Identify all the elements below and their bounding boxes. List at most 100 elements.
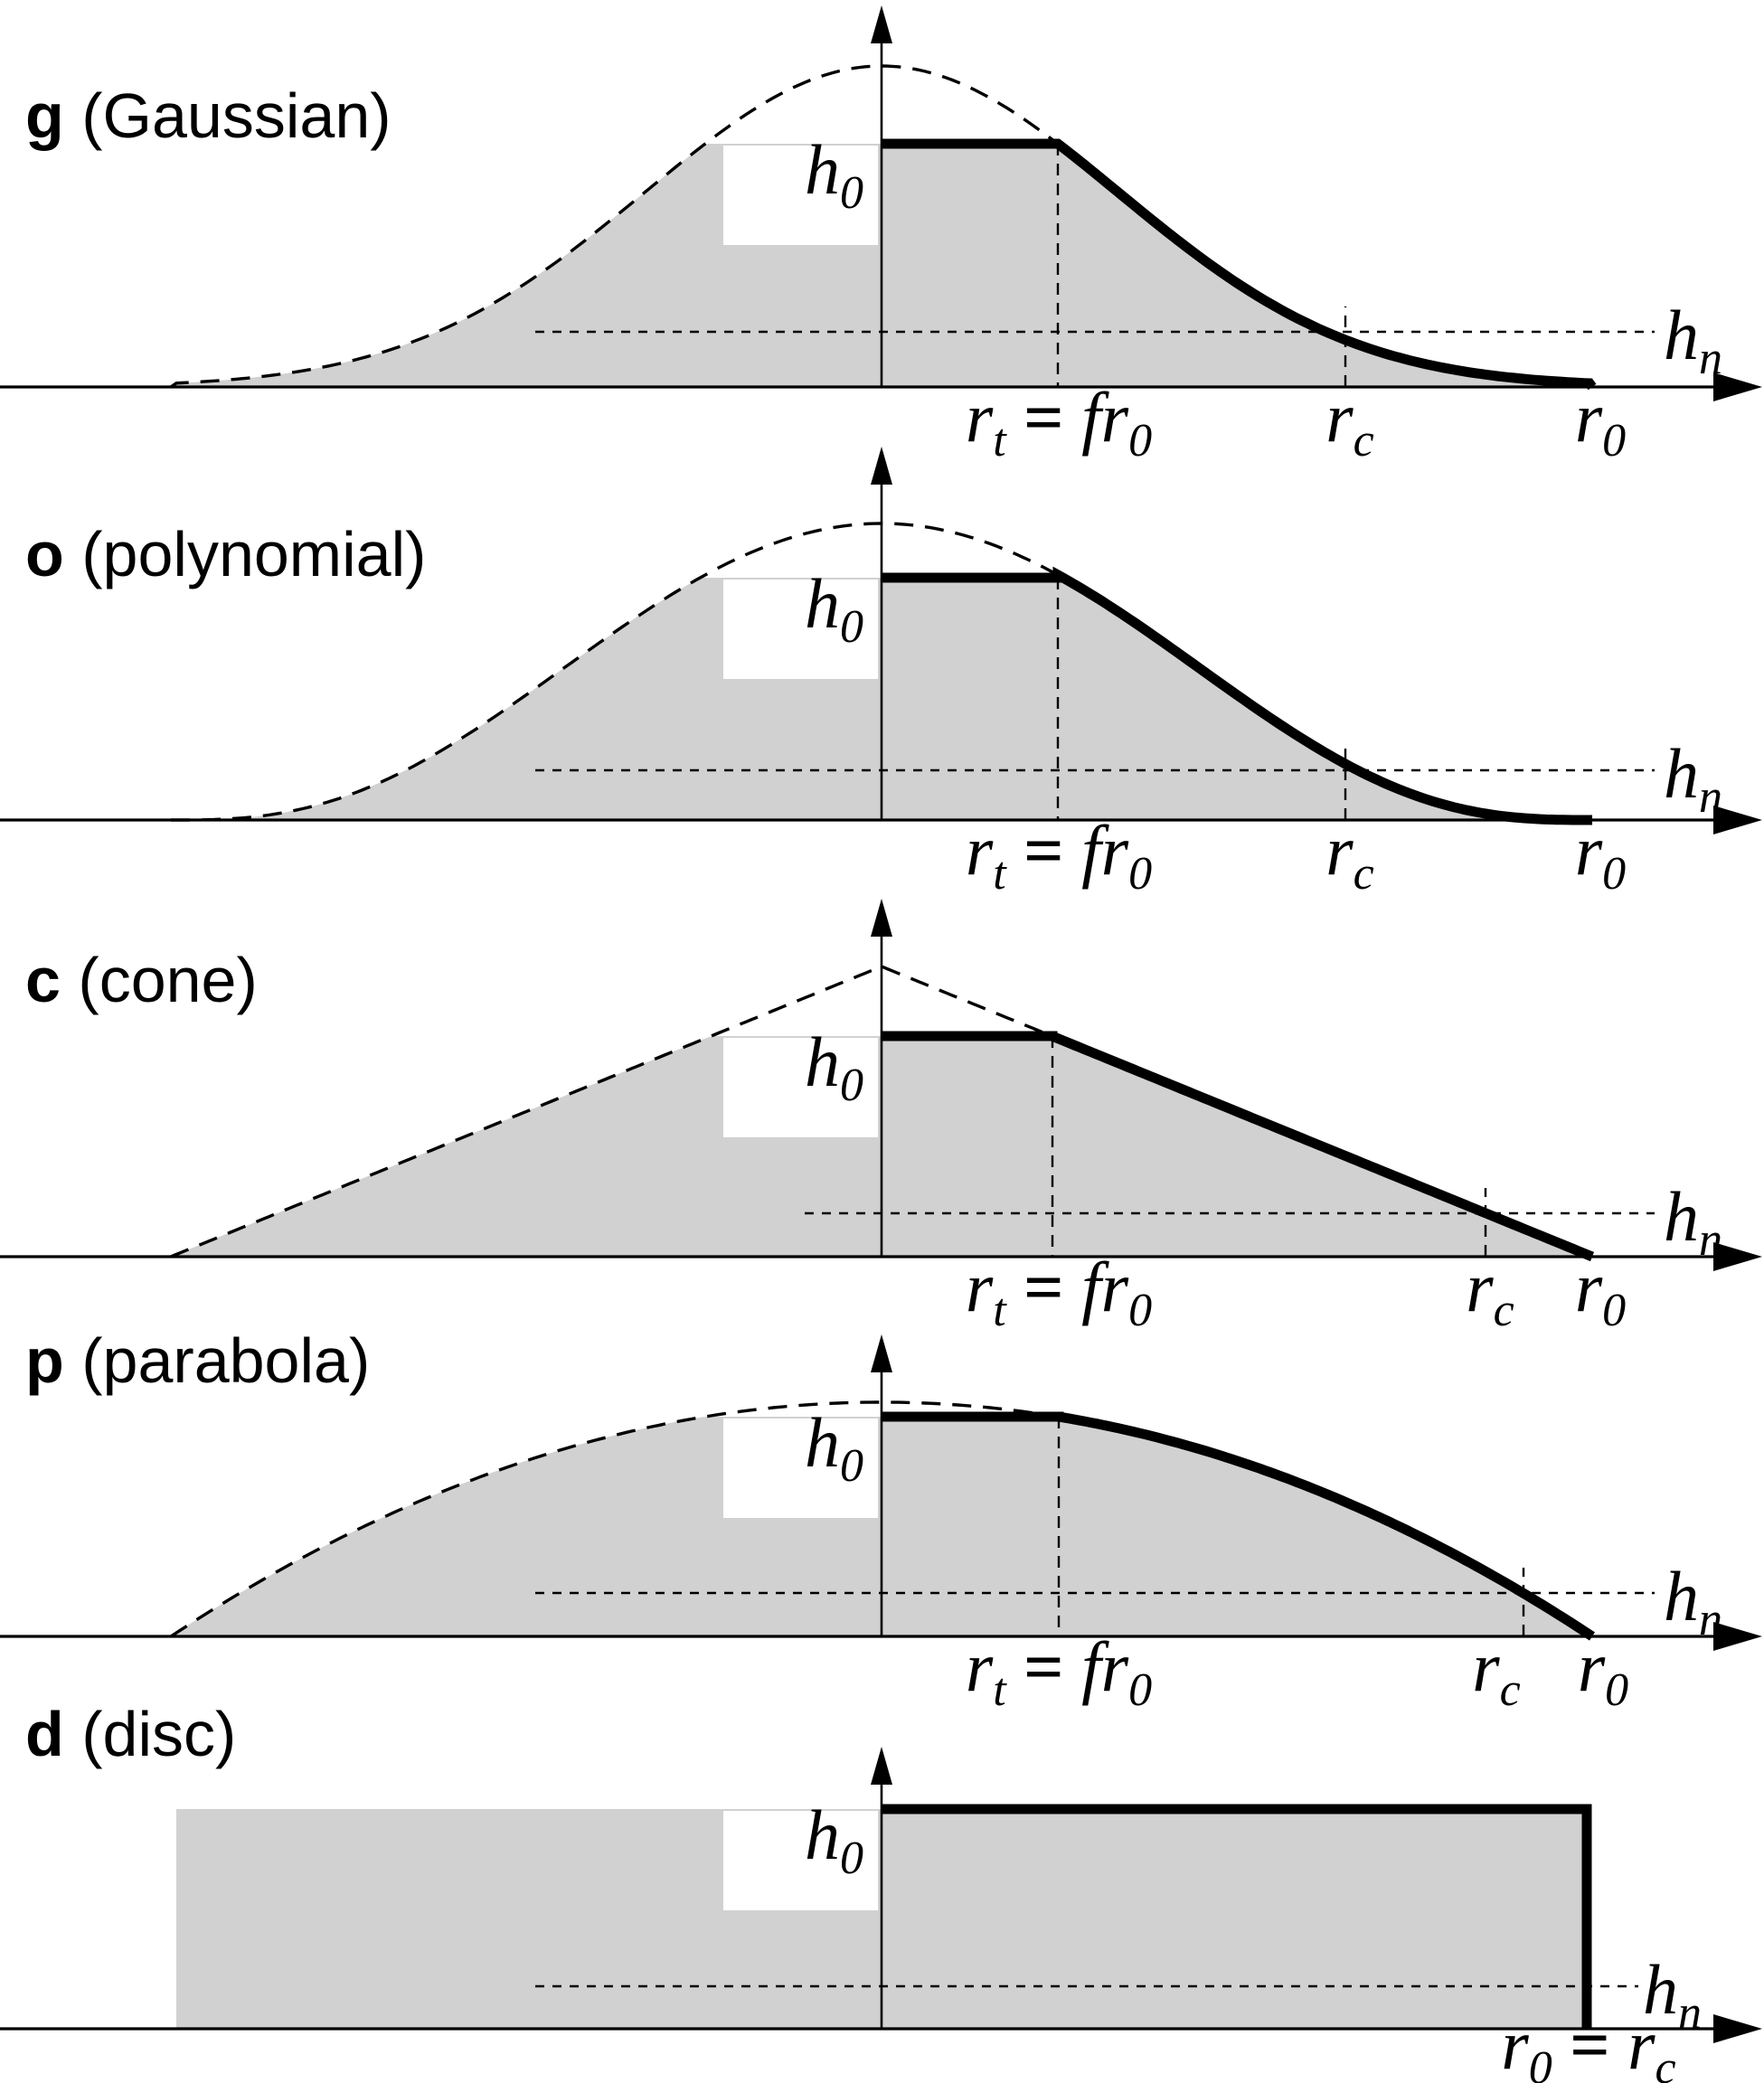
- hn-label-part: h: [1643, 1950, 1678, 2029]
- h0-label-backdrop: [723, 1038, 878, 1137]
- rt-label-part: =: [1006, 1627, 1081, 1706]
- rt-label-part: t: [993, 848, 1007, 900]
- hn-label-part: n: [1699, 1594, 1722, 1645]
- h0-label-part: h: [805, 1403, 840, 1482]
- panel-title: d (disc): [25, 1699, 236, 1769]
- rt-label-part: r: [966, 1627, 994, 1706]
- rc-label-part: c: [1354, 848, 1374, 900]
- h0-label: h0: [805, 564, 863, 653]
- panel-title-part: (cone): [61, 945, 258, 1015]
- rt-label-part: 0: [1128, 1664, 1152, 1716]
- x-axis-arrow-icon: [1713, 1622, 1762, 1651]
- rt-label-part: t: [993, 1664, 1007, 1716]
- r0-label-part: 0: [1605, 1664, 1628, 1716]
- truncated-profile-curve: [882, 138, 1597, 391]
- y-axis-arrow-icon: [871, 447, 892, 485]
- h0-label-part: 0: [840, 601, 863, 653]
- x-axis-arrow-icon: [1713, 2014, 1762, 2043]
- h0-label-part: h: [805, 1023, 840, 1101]
- r0-equals-rc-label-part: =: [1552, 2005, 1627, 2083]
- hn-label-part: h: [1664, 734, 1699, 813]
- envelope-dashed-curve: [170, 965, 1593, 1258]
- r0-label: r0: [1575, 811, 1626, 900]
- rc-label-part: r: [1325, 811, 1354, 890]
- hn-label-part: n: [1699, 333, 1722, 384]
- r0-label-part: 0: [1602, 1285, 1626, 1336]
- panel-title: c (cone): [25, 945, 258, 1015]
- panel-title-part: g: [25, 80, 64, 151]
- h0-label-part: 0: [840, 1060, 863, 1111]
- panel-title: o (polynomial): [25, 519, 426, 589]
- truncated-profile-curve: [882, 1031, 1595, 1262]
- rc-label-part: c: [1494, 1285, 1514, 1336]
- hn-label-part: n: [1678, 1987, 1702, 2039]
- panel-title-part: (disc): [64, 1699, 237, 1769]
- rt-label-part: r: [966, 378, 994, 457]
- rt-label-part: =: [1006, 811, 1081, 890]
- x-axis-arrow-icon: [1713, 372, 1762, 401]
- h0-label-part: 0: [840, 167, 863, 219]
- rt-label: rt = fr0: [966, 1627, 1152, 1716]
- hn-label: hn: [1664, 1177, 1722, 1266]
- rt-label-part: r: [966, 811, 994, 890]
- r0-equals-rc-label-part: 0: [1529, 2042, 1552, 2083]
- rt-label: rt = fr0: [966, 811, 1152, 900]
- r0-label-part: r: [1578, 1627, 1606, 1706]
- rt-label-part: =: [1006, 378, 1081, 457]
- hn-label-part: h: [1664, 296, 1699, 374]
- x-axis-arrow-icon: [1713, 806, 1762, 834]
- hn-label-part: n: [1699, 771, 1722, 823]
- rt-label-part: 0: [1128, 415, 1152, 467]
- y-axis-arrow-icon: [871, 899, 892, 937]
- y-axis-arrow-icon: [871, 1334, 892, 1372]
- r0-label-part: r: [1575, 1248, 1603, 1326]
- r0-label-part: r: [1575, 378, 1603, 457]
- panel-title-part: (polynomial): [64, 519, 427, 589]
- hn-label: hn: [1664, 734, 1722, 823]
- hn-label: hn: [1664, 1557, 1722, 1645]
- r0-equals-rc-label: r0 = rc: [1501, 2005, 1675, 2083]
- hn-label: hn: [1664, 296, 1722, 384]
- rc-label-part: c: [1500, 1664, 1521, 1716]
- h0-label-part: h: [805, 1796, 840, 1874]
- r0-equals-rc-label-part: r: [1501, 2005, 1529, 2083]
- panel-title-part: c: [25, 945, 61, 1015]
- y-axis-arrow-icon: [871, 1747, 892, 1785]
- rc-label: rc: [1325, 378, 1373, 467]
- rt-label: rt = fr0: [966, 378, 1152, 467]
- rt-label-part: fr: [1081, 378, 1129, 457]
- rc-label-part: c: [1354, 415, 1374, 467]
- r0-label: r0: [1578, 1627, 1628, 1716]
- rt-label-part: fr: [1081, 1248, 1129, 1326]
- rt-label-part: =: [1006, 1248, 1081, 1326]
- r0-label: r0: [1575, 1248, 1626, 1336]
- rt-label-part: t: [993, 415, 1007, 467]
- panel-title-part: p: [25, 1325, 64, 1396]
- rt-label-part: 0: [1128, 1285, 1152, 1336]
- rc-label-part: r: [1466, 1248, 1494, 1326]
- rc-label: rc: [1325, 811, 1373, 900]
- h0-label-part: h: [805, 130, 840, 209]
- r0-equals-rc-label-part: c: [1656, 2042, 1676, 2083]
- rt-label-part: 0: [1128, 848, 1152, 900]
- x-axis-arrow-icon: [1713, 1242, 1762, 1271]
- panel-title: p (parabola): [25, 1325, 370, 1396]
- rc-label: rc: [1472, 1627, 1520, 1716]
- panel-title: g (Gaussian): [25, 80, 391, 151]
- rt-label-part: r: [966, 1248, 994, 1326]
- h0-label-backdrop: [723, 146, 878, 245]
- rt-label-part: fr: [1081, 811, 1129, 890]
- rc-label: rc: [1466, 1248, 1514, 1336]
- h0-label-part: 0: [840, 1440, 863, 1492]
- rc-label-part: r: [1472, 1627, 1500, 1706]
- rt-label-part: fr: [1081, 1627, 1129, 1706]
- rt-label-part: t: [993, 1285, 1007, 1336]
- hn-label-part: h: [1664, 1177, 1699, 1256]
